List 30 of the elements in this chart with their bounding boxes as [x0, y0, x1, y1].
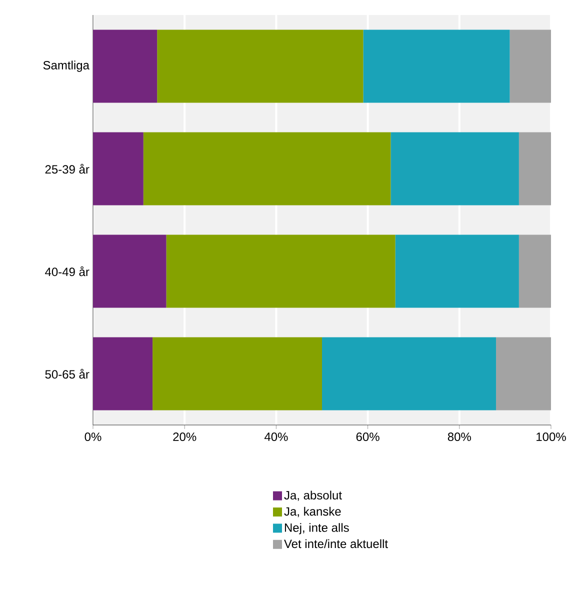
y-tick-label: Samtliga — [43, 60, 90, 72]
legend-label: Nej, inte alls — [284, 523, 349, 534]
bar — [157, 30, 364, 103]
x-tick-label: 60% — [356, 432, 380, 442]
y-tick-label: 25-39 år — [45, 164, 90, 174]
y-tick-label: 40-49 år — [45, 266, 90, 276]
bar — [93, 337, 153, 410]
bar — [395, 234, 519, 308]
bar — [496, 337, 551, 410]
bar — [143, 132, 391, 206]
x-tick-label: 40% — [264, 432, 288, 442]
bar — [152, 337, 322, 410]
x-tick-label: 20% — [173, 432, 196, 442]
legend-label: Ja, kanske — [284, 506, 341, 518]
legend-label: Ja, absolut — [284, 490, 342, 501]
bar — [93, 132, 144, 206]
bar — [322, 337, 496, 410]
x-tick-label: 0% — [84, 432, 102, 442]
x-tick-label: 100% — [536, 432, 566, 442]
bar — [510, 30, 551, 103]
bar — [93, 234, 166, 308]
x-tick-label: 80% — [448, 432, 471, 442]
bar — [390, 132, 519, 206]
y-tick-label: 50-65 år — [45, 368, 90, 379]
bar — [363, 30, 510, 103]
legend-label: Vet inte/inte aktuellt — [284, 539, 388, 548]
bar — [93, 30, 158, 103]
bar — [166, 234, 396, 308]
bar — [518, 132, 551, 206]
bar — [518, 234, 551, 308]
